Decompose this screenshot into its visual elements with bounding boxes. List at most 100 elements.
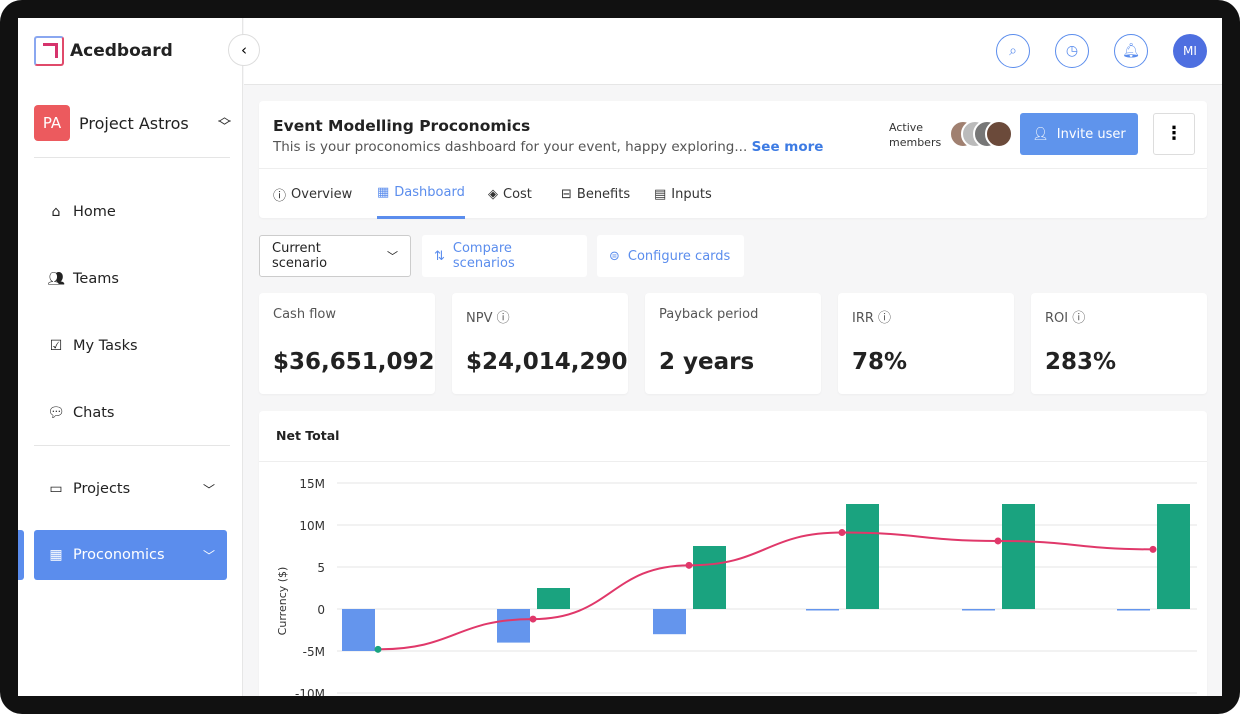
cost-bar <box>653 609 686 635</box>
sidebar-item-teams[interactable]: 👥︎ Teams <box>34 254 227 304</box>
y-tick-label: -5M <box>303 645 325 659</box>
divider <box>259 461 1207 462</box>
kpi-label-text: IRR <box>852 311 874 326</box>
notifications-button[interactable]: 🔔︎ <box>1114 34 1148 68</box>
users-icon: 👥︎ <box>47 271 65 287</box>
briefcase-icon: ▭ <box>49 481 63 497</box>
calculator-icon: ▦ <box>49 547 63 563</box>
nav-label: My Tasks <box>73 338 138 354</box>
cost-bar <box>962 609 995 611</box>
note-icon: ▤ <box>654 186 667 202</box>
y-tick-label: 0 <box>317 603 325 617</box>
kpi-value: $24,014,290 <box>466 349 628 375</box>
divider <box>34 445 230 446</box>
tab-cost[interactable]: ◈ Cost <box>488 169 532 219</box>
tab-overview[interactable]: ⓘ Overview <box>273 169 352 219</box>
chevron-down-icon: ﹀ <box>202 482 215 497</box>
benefit-bar <box>537 588 570 609</box>
line-point <box>1149 545 1157 553</box>
kpi-irr: IRR ⓘ 78% <box>838 293 1014 394</box>
kpi-value: $36,651,092 <box>273 349 435 375</box>
sidebar-item-projects[interactable]: ▭ Projects ﹀ <box>34 464 227 514</box>
chevron-updown-icon: ︿ ﹀ <box>217 110 231 135</box>
net-total-chart: Net Total 15M 10M 5 0 -5M -10M Currency ($) <box>259 411 1207 696</box>
gift-icon: ⊟ <box>561 186 572 202</box>
see-more-link[interactable]: See more <box>751 139 824 155</box>
line-point <box>374 645 382 653</box>
y-tick-label: 15M <box>299 477 325 491</box>
line-point <box>529 615 537 623</box>
chevron-down-icon: ﹀ <box>387 250 398 263</box>
divider <box>34 157 230 158</box>
member-avatars[interactable] <box>949 120 1019 150</box>
configure-cards-button[interactable]: ⊜ Configure cards <box>597 235 744 277</box>
kpi-value: 2 years <box>659 349 755 375</box>
more-options-button[interactable]: ⋮ <box>1153 113 1195 155</box>
tab-inputs[interactable]: ▤ Inputs <box>654 169 712 219</box>
nav-label: Proconomics <box>73 547 165 563</box>
scenario-select[interactable]: Current scenario ﹀ <box>259 235 411 277</box>
tab-label: Cost <box>503 186 532 202</box>
tab-bar: ⓘ Overview ▦ Dashboard ◈ Cost ⊟ Benefits ▤ In… <box>259 168 1207 219</box>
project-switcher[interactable]: PA Project Astros ︿ ﹀ <box>34 105 231 141</box>
sidebar-item-proconomics[interactable]: ▦ Proconomics ﹀ <box>34 530 227 580</box>
cost-bar <box>342 609 375 651</box>
tag-icon: ◈ <box>488 186 498 202</box>
sidebar-item-my-tasks[interactable]: ☑ My Tasks <box>34 321 227 371</box>
cost-bar <box>497 609 530 643</box>
info-icon[interactable]: ⓘ <box>878 311 892 326</box>
kpi-value: 78% <box>852 349 908 375</box>
tab-label: Benefits <box>576 186 631 202</box>
kpi-label-text: ROI <box>1045 311 1069 326</box>
active-members-label: Active members <box>889 121 942 149</box>
kpi-label: Payback period <box>659 307 759 322</box>
checklist-icon: ☑ <box>49 338 63 354</box>
sidebar-item-chats[interactable]: 💬︎ Chats <box>34 388 227 438</box>
configure-label: Configure cards <box>627 248 731 264</box>
kpi-npv: NPV ⓘ $24,014,290 <box>452 293 628 394</box>
tab-label: Dashboard <box>394 185 465 200</box>
user-plus-icon: 👤︎ <box>1032 126 1049 142</box>
chevron-down-icon: ﹀ <box>202 548 215 563</box>
nav-label: Teams <box>73 271 119 287</box>
y-tick-label: 10M <box>299 519 325 533</box>
toggle-icon: ⊜ <box>609 248 620 264</box>
timer-button[interactable]: ◷ <box>1055 34 1089 68</box>
kpi-label: NPV ⓘ <box>466 307 510 326</box>
kpi-label: Cash flow <box>273 307 336 322</box>
compare-scenarios-button[interactable]: ⇅ Compare scenarios <box>422 235 587 277</box>
project-avatar: PA <box>34 105 70 141</box>
kpi-value: 283% <box>1045 349 1117 375</box>
invite-user-button[interactable]: 👤︎ Invite user <box>1020 113 1138 155</box>
cost-bar <box>806 609 839 611</box>
page-subtitle: This is your proconomics dashboard for y… <box>273 139 823 155</box>
home-icon: ⌂ <box>51 204 61 220</box>
line-point <box>994 537 1002 545</box>
kpi-label: IRR ⓘ <box>852 307 891 326</box>
tab-benefits[interactable]: ⊟ Benefits <box>561 169 630 219</box>
subtitle-text: This is your proconomics dashboard for y… <box>273 139 748 155</box>
compare-icon: ⇅ <box>434 248 445 264</box>
scenario-value: Current scenario <box>272 241 328 271</box>
logo: Acedboard <box>34 36 173 66</box>
sidebar-item-home[interactable]: ⌂ Home <box>34 187 227 237</box>
sidebar: Acedboard PA Project Astros ︿ ﹀ ⌂ Home 👥︎ T… <box>18 18 243 696</box>
nav-label: Projects <box>73 481 131 497</box>
info-icon[interactable]: ⓘ <box>1072 311 1086 326</box>
info-icon[interactable]: ⓘ <box>496 311 510 326</box>
cost-bar <box>1117 609 1150 611</box>
search-button[interactable]: ⌕ <box>996 34 1030 68</box>
nav-label: Home <box>73 204 116 220</box>
line-point <box>685 561 693 569</box>
project-name: Project Astros <box>79 113 189 133</box>
collapse-sidebar-button[interactable]: ‹ <box>228 34 260 66</box>
app-name: Acedboard <box>70 41 173 61</box>
chart-plot: 15M 10M 5 0 -5M -10M Currency ($) <box>276 477 1197 696</box>
tab-dashboard[interactable]: ▦ Dashboard <box>377 169 465 219</box>
kpi-label-text: NPV <box>466 311 493 326</box>
invite-label: Invite user <box>1056 126 1126 142</box>
nav-label: Chats <box>73 405 115 421</box>
avatar <box>985 120 1013 148</box>
user-avatar[interactable]: MI <box>1173 34 1207 68</box>
kpi-label: ROI ⓘ <box>1045 307 1085 326</box>
